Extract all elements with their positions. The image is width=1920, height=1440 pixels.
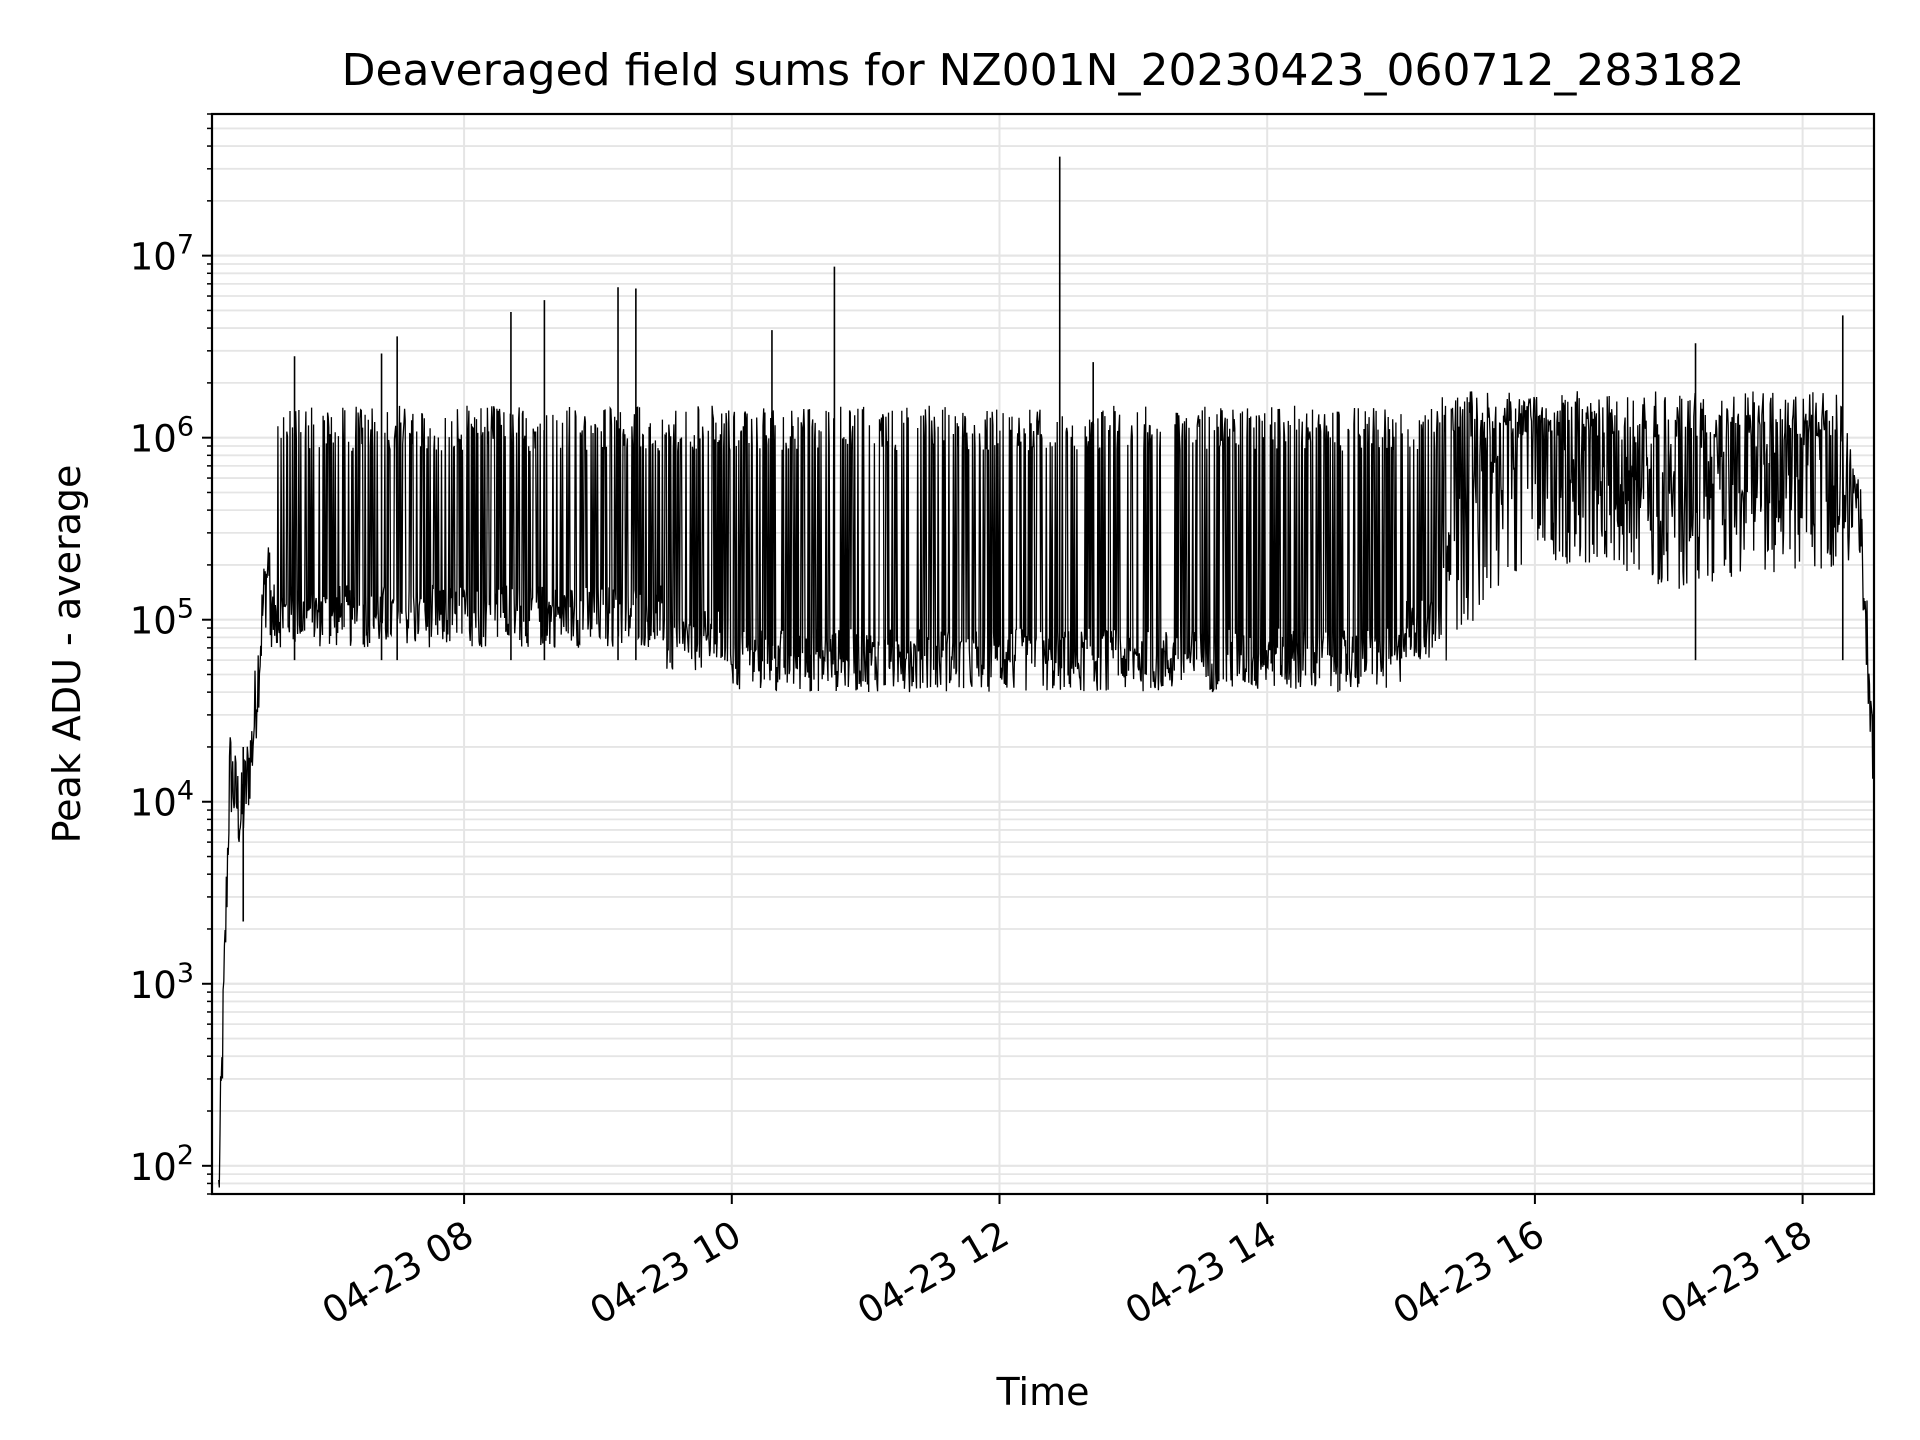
- y-tick-exponent: 2: [177, 1140, 194, 1171]
- y-tick-exponent: 5: [177, 594, 194, 625]
- y-axis-label: Peak ADU - average: [45, 465, 89, 844]
- y-tick-base: 10: [130, 964, 177, 1007]
- y-tick-exponent: 7: [177, 230, 194, 261]
- y-tick-base: 10: [130, 782, 177, 825]
- plot-area: [218, 156, 1875, 1188]
- y-tick-exponent: 3: [177, 958, 194, 989]
- y-tick-label: 105: [130, 594, 194, 643]
- x-axis-label: Time: [996, 1370, 1090, 1414]
- y-tick-base: 10: [130, 418, 177, 461]
- plot-frame: [210, 112, 1876, 1196]
- y-tick-exponent: 4: [177, 776, 194, 807]
- y-tick-label: 104: [130, 776, 194, 825]
- data-series-line: [218, 391, 1875, 1188]
- y-tick-base: 10: [130, 236, 177, 279]
- y-tick-base: 10: [130, 600, 177, 643]
- chart-title: Deaveraged field sums for NZ001N_2023042…: [342, 45, 1745, 96]
- y-tick-base: 10: [130, 1146, 177, 1189]
- y-tick-label: 106: [130, 412, 194, 461]
- y-tick-label: 107: [130, 230, 194, 279]
- y-tick-label: 103: [130, 958, 194, 1007]
- y-tick-exponent: 6: [177, 412, 194, 443]
- y-tick-label: 102: [130, 1140, 194, 1189]
